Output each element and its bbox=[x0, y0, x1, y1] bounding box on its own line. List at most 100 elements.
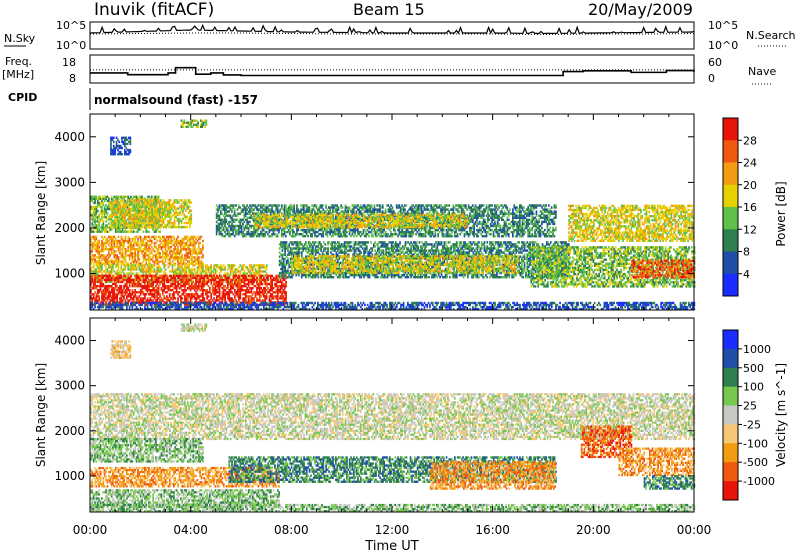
power-cell bbox=[133, 217, 136, 221]
power-cell bbox=[116, 243, 118, 247]
power-cell bbox=[91, 248, 94, 251]
power-cell bbox=[95, 250, 98, 253]
power-cell bbox=[235, 204, 237, 207]
power-cell bbox=[144, 225, 147, 229]
power-cell bbox=[163, 237, 166, 241]
power-cell bbox=[160, 241, 163, 245]
power-cell bbox=[153, 246, 156, 249]
power-cell bbox=[164, 272, 167, 275]
power-cell bbox=[92, 262, 95, 265]
power-cell bbox=[156, 258, 159, 261]
power-cell bbox=[102, 228, 105, 231]
power-cell bbox=[98, 262, 100, 265]
power-cell bbox=[186, 254, 189, 257]
nsky-tick-top: 10^5 bbox=[56, 19, 86, 32]
power-cell bbox=[110, 243, 113, 247]
power-cell bbox=[124, 264, 127, 267]
power-cell bbox=[101, 199, 103, 203]
power-cell bbox=[123, 230, 125, 233]
power-cell bbox=[114, 264, 117, 267]
freq-unit-label: [MHz] bbox=[2, 68, 34, 81]
power-cell bbox=[94, 268, 96, 271]
power-cell bbox=[224, 266, 226, 269]
power-cell bbox=[124, 252, 127, 255]
power-cell bbox=[170, 262, 172, 265]
power-cell bbox=[134, 264, 136, 267]
power-cell bbox=[152, 228, 154, 231]
power-cell bbox=[160, 256, 163, 259]
power-cell bbox=[132, 195, 135, 198]
power-cell bbox=[90, 199, 92, 203]
power-cell bbox=[166, 256, 168, 259]
power-cell bbox=[139, 246, 142, 249]
power-cell bbox=[178, 213, 180, 216]
power-cell bbox=[91, 270, 94, 273]
nsearch-tick-bottom: 10^0 bbox=[708, 39, 738, 52]
power-cell bbox=[127, 203, 130, 207]
power-cell bbox=[114, 215, 116, 218]
power-cell bbox=[96, 278, 99, 281]
power-cell bbox=[236, 218, 239, 221]
power-cell bbox=[186, 256, 189, 259]
power-cell bbox=[132, 243, 135, 247]
power-cell bbox=[135, 195, 138, 198]
power-cell bbox=[143, 221, 146, 225]
power-cell bbox=[96, 270, 99, 273]
power-cell bbox=[102, 237, 105, 241]
power-cell bbox=[95, 246, 98, 249]
power-cell bbox=[129, 211, 132, 214]
power-cell bbox=[119, 243, 121, 247]
power-cell bbox=[164, 201, 166, 204]
power-cell bbox=[239, 206, 242, 209]
power-cell bbox=[132, 260, 135, 263]
power-cell bbox=[116, 264, 118, 267]
power-cell bbox=[178, 254, 181, 257]
power-cell bbox=[162, 250, 164, 253]
power-cell bbox=[171, 256, 174, 259]
power-cell bbox=[94, 209, 96, 213]
power-cell bbox=[117, 199, 119, 202]
power-cell bbox=[96, 241, 99, 245]
power-cell bbox=[137, 254, 139, 257]
power-cell bbox=[265, 264, 268, 267]
power-cell bbox=[234, 264, 236, 267]
power-cell bbox=[153, 264, 156, 267]
power-cell bbox=[164, 205, 166, 208]
power-cell bbox=[120, 262, 123, 265]
power-cell bbox=[141, 243, 143, 247]
power-cell bbox=[120, 254, 123, 257]
power-cell bbox=[137, 272, 139, 275]
power-cell bbox=[127, 266, 130, 269]
power-cell bbox=[95, 274, 98, 277]
power-cell bbox=[128, 246, 131, 249]
power-cell bbox=[269, 212, 272, 215]
power-cell bbox=[101, 218, 103, 221]
power-cell bbox=[146, 199, 148, 202]
power-cell bbox=[144, 254, 146, 257]
power-cell bbox=[175, 239, 178, 243]
power-cell bbox=[162, 246, 164, 249]
power-cell bbox=[153, 228, 156, 231]
power-cell bbox=[132, 278, 135, 282]
power-cell bbox=[148, 266, 150, 269]
power-cell bbox=[130, 223, 133, 227]
power-cell bbox=[139, 248, 142, 251]
power-cell bbox=[131, 264, 134, 267]
power-cell bbox=[121, 252, 124, 255]
power-cell bbox=[127, 241, 130, 245]
power-cell bbox=[132, 205, 134, 208]
power-cell bbox=[146, 235, 149, 239]
power-cell bbox=[188, 246, 190, 249]
power-cell bbox=[144, 243, 146, 247]
power-cell bbox=[165, 207, 168, 210]
power-cell bbox=[145, 258, 148, 261]
power-cell bbox=[112, 266, 114, 269]
power-cell bbox=[105, 230, 107, 233]
power-cell bbox=[102, 216, 105, 219]
power-cell bbox=[144, 252, 146, 255]
power-cell bbox=[106, 262, 109, 265]
power-cell bbox=[196, 252, 199, 255]
power-cell bbox=[164, 254, 167, 257]
power-cell bbox=[95, 268, 98, 271]
power-cell bbox=[148, 213, 151, 216]
